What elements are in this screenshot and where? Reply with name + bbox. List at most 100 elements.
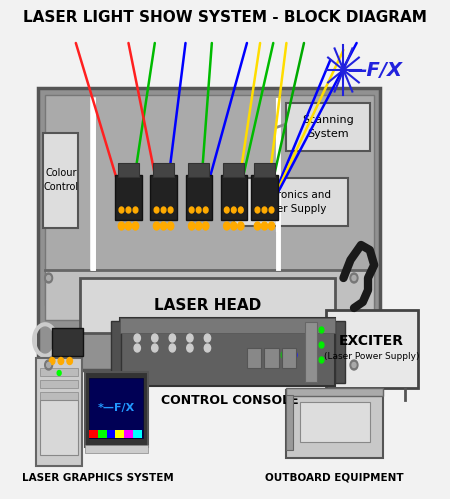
Bar bbox=[185, 175, 212, 220]
Circle shape bbox=[270, 351, 276, 358]
Circle shape bbox=[238, 207, 243, 213]
Circle shape bbox=[47, 275, 50, 280]
Circle shape bbox=[187, 344, 193, 352]
Bar bbox=[220, 175, 247, 220]
Bar bbox=[43, 133, 78, 228]
Bar bbox=[45, 270, 374, 320]
Circle shape bbox=[352, 275, 356, 280]
Circle shape bbox=[204, 344, 211, 352]
Circle shape bbox=[196, 207, 201, 213]
Circle shape bbox=[189, 222, 195, 230]
Circle shape bbox=[319, 327, 324, 333]
Bar bbox=[120, 318, 335, 386]
Circle shape bbox=[119, 207, 124, 213]
Bar bbox=[85, 372, 148, 447]
Bar bbox=[265, 348, 279, 368]
Bar bbox=[305, 322, 317, 382]
Text: Electronics and
Power Supply: Electronics and Power Supply bbox=[251, 191, 331, 214]
Circle shape bbox=[255, 207, 260, 213]
Text: OUTBOARD EQUIPMENT: OUTBOARD EQUIPMENT bbox=[266, 473, 404, 483]
Bar bbox=[300, 402, 370, 442]
Circle shape bbox=[118, 222, 125, 230]
Text: EXCITER: EXCITER bbox=[339, 334, 404, 348]
Circle shape bbox=[45, 273, 53, 283]
Bar bbox=[85, 445, 148, 453]
Bar bbox=[153, 163, 174, 177]
Circle shape bbox=[152, 334, 158, 342]
Circle shape bbox=[269, 207, 274, 213]
Bar bbox=[118, 163, 139, 177]
Bar bbox=[287, 103, 370, 151]
Circle shape bbox=[153, 222, 160, 230]
Text: LASER GRAPHICS SYSTEM: LASER GRAPHICS SYSTEM bbox=[22, 473, 174, 483]
Text: Scanning
System: Scanning System bbox=[302, 115, 354, 139]
Bar bbox=[80, 278, 335, 333]
Bar bbox=[115, 175, 142, 220]
Circle shape bbox=[350, 360, 358, 370]
Circle shape bbox=[238, 222, 244, 230]
Circle shape bbox=[134, 334, 140, 342]
Bar bbox=[251, 175, 278, 220]
Circle shape bbox=[67, 357, 72, 364]
Circle shape bbox=[352, 362, 356, 367]
Circle shape bbox=[168, 207, 173, 213]
Bar bbox=[254, 163, 275, 177]
Circle shape bbox=[169, 344, 176, 352]
Bar bbox=[38, 88, 380, 370]
Circle shape bbox=[261, 222, 268, 230]
Bar bbox=[107, 430, 115, 438]
Circle shape bbox=[281, 351, 287, 358]
Circle shape bbox=[125, 222, 132, 230]
Circle shape bbox=[225, 207, 229, 213]
Text: —F/X: —F/X bbox=[347, 60, 402, 79]
Circle shape bbox=[50, 357, 55, 364]
Circle shape bbox=[152, 344, 158, 352]
Circle shape bbox=[134, 344, 140, 352]
Circle shape bbox=[254, 222, 261, 230]
Text: LASER HEAD: LASER HEAD bbox=[154, 297, 261, 312]
Bar bbox=[120, 318, 335, 333]
Bar bbox=[45, 95, 374, 305]
Bar bbox=[234, 178, 348, 226]
Circle shape bbox=[262, 207, 267, 213]
Bar bbox=[40, 380, 78, 388]
Bar bbox=[188, 163, 209, 177]
Text: (Laser Power Supply): (Laser Power Supply) bbox=[324, 352, 419, 361]
Bar bbox=[40, 392, 78, 400]
Circle shape bbox=[45, 360, 53, 370]
Bar bbox=[124, 430, 133, 438]
Circle shape bbox=[132, 222, 139, 230]
Circle shape bbox=[268, 222, 274, 230]
Bar bbox=[247, 348, 261, 368]
Bar bbox=[150, 175, 177, 220]
Bar bbox=[89, 378, 144, 438]
Circle shape bbox=[47, 362, 50, 367]
Bar bbox=[223, 163, 244, 177]
Circle shape bbox=[169, 334, 176, 342]
Bar bbox=[52, 328, 83, 356]
Circle shape bbox=[187, 334, 193, 342]
Circle shape bbox=[204, 334, 211, 342]
Circle shape bbox=[57, 370, 61, 375]
Circle shape bbox=[292, 351, 297, 358]
Bar bbox=[335, 321, 345, 383]
Circle shape bbox=[319, 342, 324, 348]
Circle shape bbox=[319, 357, 324, 363]
Text: CONTROL CONSOLE: CONTROL CONSOLE bbox=[161, 394, 298, 407]
Text: *—F/X: *—F/X bbox=[98, 403, 135, 413]
Bar bbox=[115, 430, 124, 438]
Bar bbox=[111, 321, 122, 383]
Bar bbox=[282, 348, 296, 368]
Circle shape bbox=[203, 207, 208, 213]
Circle shape bbox=[154, 207, 159, 213]
Bar bbox=[287, 390, 383, 458]
Bar bbox=[40, 368, 78, 376]
Text: LASER LIGHT SHOW SYSTEM - BLOCK DIAGRAM: LASER LIGHT SHOW SYSTEM - BLOCK DIAGRAM bbox=[23, 10, 427, 25]
Bar bbox=[133, 430, 142, 438]
Circle shape bbox=[231, 207, 236, 213]
Circle shape bbox=[161, 207, 166, 213]
Circle shape bbox=[350, 273, 358, 283]
Bar bbox=[287, 388, 383, 396]
Circle shape bbox=[126, 207, 131, 213]
Circle shape bbox=[189, 207, 194, 213]
